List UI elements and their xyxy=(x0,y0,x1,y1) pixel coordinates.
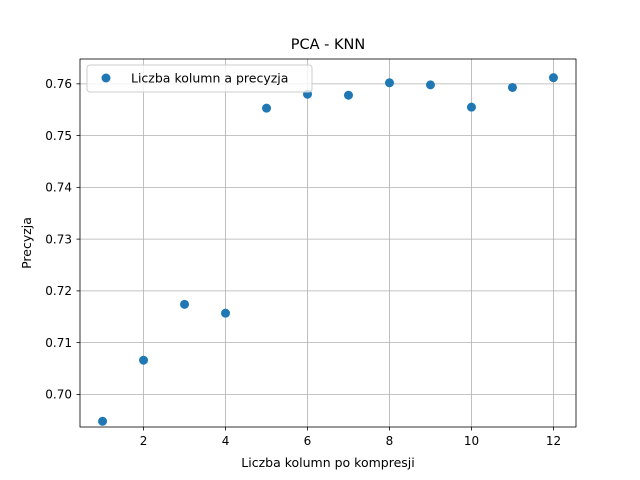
plot-area: 2 4 6 8 10 12 0.70 0.71 0.72 0.73 0.74 0.75 0.76 xyxy=(45,58,577,448)
y-tick-label: 0.72 xyxy=(45,284,72,298)
legend-frame xyxy=(86,64,313,93)
x-tick-label: 10 xyxy=(464,434,479,448)
plot-frame xyxy=(79,58,577,428)
data-point xyxy=(425,80,435,90)
x-tick-label: 6 xyxy=(304,434,312,448)
legend-marker xyxy=(101,73,111,83)
data-point xyxy=(384,78,394,88)
x-tick-label: 12 xyxy=(546,434,561,448)
x-tick-label: 8 xyxy=(386,434,394,448)
data-point xyxy=(180,299,190,309)
data-point xyxy=(548,73,558,83)
legend: Liczba kolumn a precyzja xyxy=(86,64,313,93)
y-tick-label: 0.70 xyxy=(45,388,72,402)
legend-label: Liczba kolumn a precyzja xyxy=(131,71,288,86)
x-tick-label: 4 xyxy=(222,434,230,448)
data-point xyxy=(343,90,353,100)
data-point xyxy=(507,82,517,92)
data-point xyxy=(466,102,476,112)
x-tick-label: 2 xyxy=(140,434,148,448)
data-point xyxy=(98,416,108,426)
y-tick-label: 0.71 xyxy=(45,336,72,350)
y-tick-label: 0.76 xyxy=(45,77,72,91)
data-point xyxy=(221,308,231,318)
data-point xyxy=(262,103,272,113)
y-tick-label: 0.75 xyxy=(45,129,72,143)
y-tick-label: 0.74 xyxy=(45,181,72,195)
y-tick-label: 0.73 xyxy=(45,232,72,246)
x-axis-label: Liczba kolumn po kompresji xyxy=(241,455,414,470)
y-axis-label: Precyzja xyxy=(19,217,34,269)
chart-title: PCA - KNN xyxy=(291,37,365,53)
data-point xyxy=(139,355,149,365)
